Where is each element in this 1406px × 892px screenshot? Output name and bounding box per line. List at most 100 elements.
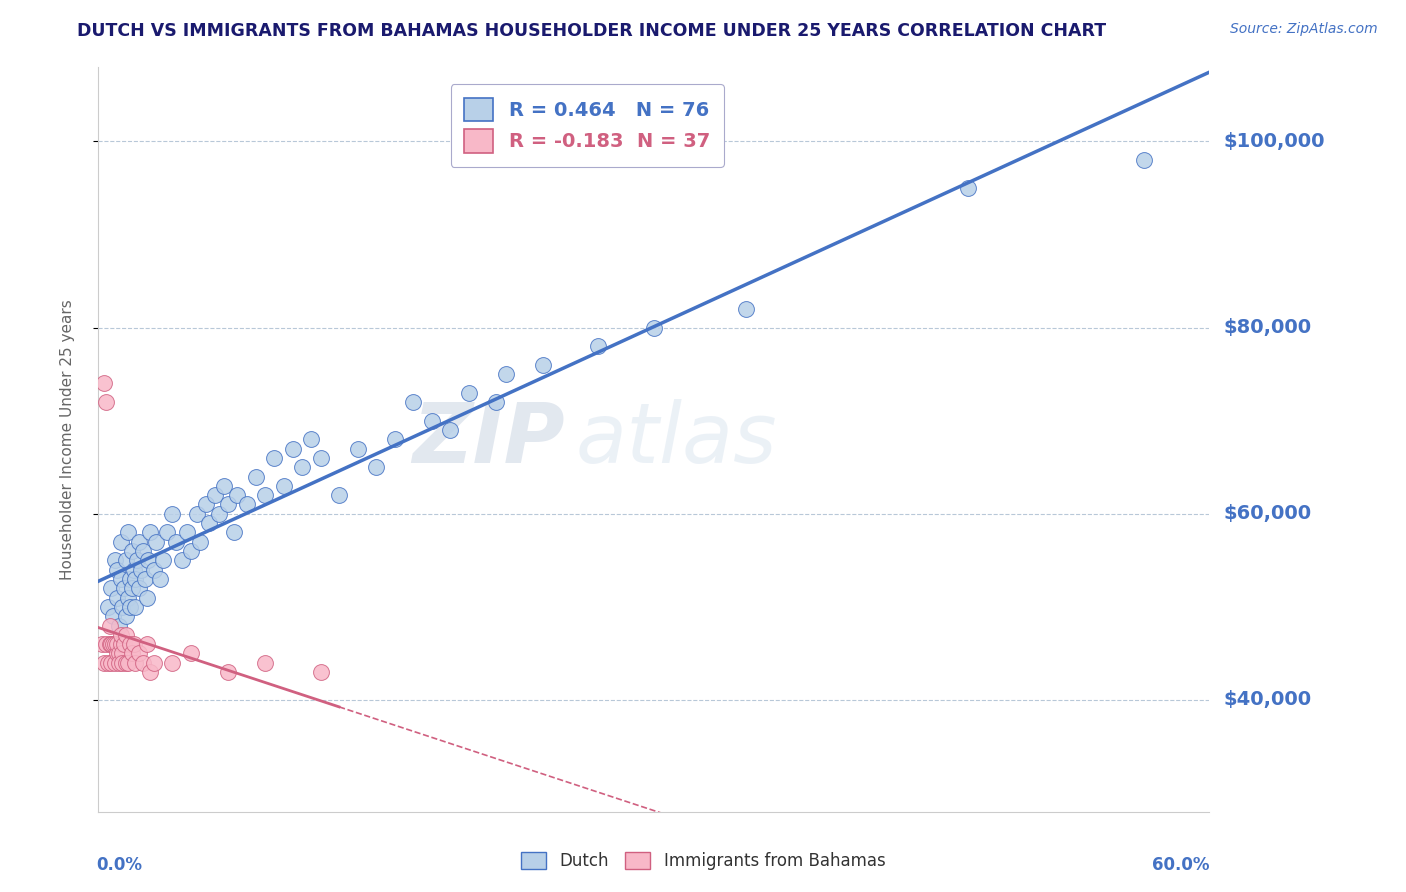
Point	[122, 563, 145, 577]
Point	[263, 450, 285, 465]
Point	[118, 637, 141, 651]
Point	[217, 498, 239, 512]
Point	[107, 656, 129, 670]
Point	[135, 591, 157, 605]
Point	[118, 572, 141, 586]
Text: ZIP: ZIP	[412, 399, 565, 480]
Point	[128, 534, 150, 549]
Point	[132, 656, 155, 670]
Point	[103, 609, 125, 624]
Point	[98, 618, 121, 632]
Point	[117, 525, 139, 540]
Point	[1133, 153, 1156, 167]
Point	[128, 582, 150, 596]
Point	[124, 599, 146, 614]
Point	[222, 525, 245, 540]
Point	[124, 572, 146, 586]
Point	[122, 637, 145, 651]
Point	[152, 553, 174, 567]
Text: DUTCH VS IMMIGRANTS FROM BAHAMAS HOUSEHOLDER INCOME UNDER 25 YEARS CORRELATION C: DUTCH VS IMMIGRANTS FROM BAHAMAS HOUSEHO…	[77, 22, 1107, 40]
Point	[485, 395, 508, 409]
Point	[208, 507, 231, 521]
Point	[281, 442, 304, 456]
Point	[117, 591, 139, 605]
Point	[588, 339, 610, 353]
Text: 60.0%: 60.0%	[1152, 856, 1209, 874]
Point	[253, 656, 276, 670]
Point	[111, 599, 134, 614]
Point	[121, 544, 143, 558]
Text: $60,000: $60,000	[1223, 504, 1312, 524]
Point	[253, 488, 276, 502]
Text: Source: ZipAtlas.com: Source: ZipAtlas.com	[1230, 22, 1378, 37]
Point	[117, 656, 139, 670]
Point	[198, 516, 221, 530]
Point	[162, 507, 184, 521]
Point	[273, 479, 295, 493]
Point	[121, 582, 143, 596]
Point	[129, 563, 152, 577]
Point	[121, 647, 143, 661]
Point	[107, 618, 129, 632]
Point	[165, 534, 187, 549]
Point	[299, 433, 322, 447]
Point	[104, 553, 127, 567]
Point	[346, 442, 368, 456]
Point	[94, 395, 117, 409]
Text: atlas: atlas	[576, 399, 778, 480]
Point	[93, 656, 115, 670]
Point	[103, 637, 125, 651]
Point	[194, 498, 217, 512]
Point	[328, 488, 350, 502]
Point	[156, 525, 179, 540]
Point	[112, 582, 135, 596]
Point	[143, 563, 166, 577]
Point	[366, 460, 388, 475]
Point	[127, 553, 149, 567]
Point	[180, 647, 202, 661]
Point	[93, 376, 115, 391]
Point	[143, 656, 166, 670]
Point	[134, 572, 156, 586]
Point	[118, 599, 141, 614]
Point	[111, 647, 134, 661]
Point	[180, 544, 202, 558]
Y-axis label: Householder Income Under 25 years: Householder Income Under 25 years	[60, 299, 75, 580]
Point	[162, 656, 184, 670]
Point	[957, 181, 980, 195]
Point	[110, 572, 132, 586]
Point	[100, 637, 122, 651]
Point	[214, 479, 236, 493]
Point	[139, 525, 162, 540]
Point	[115, 553, 138, 567]
Point	[100, 656, 122, 670]
Point	[217, 665, 239, 679]
Point	[110, 628, 132, 642]
Point	[291, 460, 314, 475]
Point	[111, 656, 134, 670]
Point	[145, 534, 167, 549]
Point	[91, 637, 114, 651]
Text: $100,000: $100,000	[1223, 132, 1324, 151]
Point	[97, 656, 120, 670]
Text: $40,000: $40,000	[1223, 690, 1312, 709]
Point	[110, 637, 132, 651]
Point	[100, 582, 122, 596]
Point	[148, 572, 170, 586]
Point	[98, 637, 121, 651]
Point	[309, 450, 332, 465]
Text: $80,000: $80,000	[1223, 318, 1312, 337]
Point	[112, 637, 135, 651]
Point	[97, 599, 120, 614]
Point	[105, 591, 128, 605]
Point	[439, 423, 461, 437]
Point	[115, 628, 138, 642]
Point	[94, 637, 117, 651]
Point	[115, 656, 138, 670]
Point	[104, 637, 127, 651]
Legend: Dutch, Immigrants from Bahamas: Dutch, Immigrants from Bahamas	[515, 845, 891, 877]
Point	[138, 553, 160, 567]
Point	[420, 414, 443, 428]
Point	[226, 488, 249, 502]
Point	[531, 358, 554, 372]
